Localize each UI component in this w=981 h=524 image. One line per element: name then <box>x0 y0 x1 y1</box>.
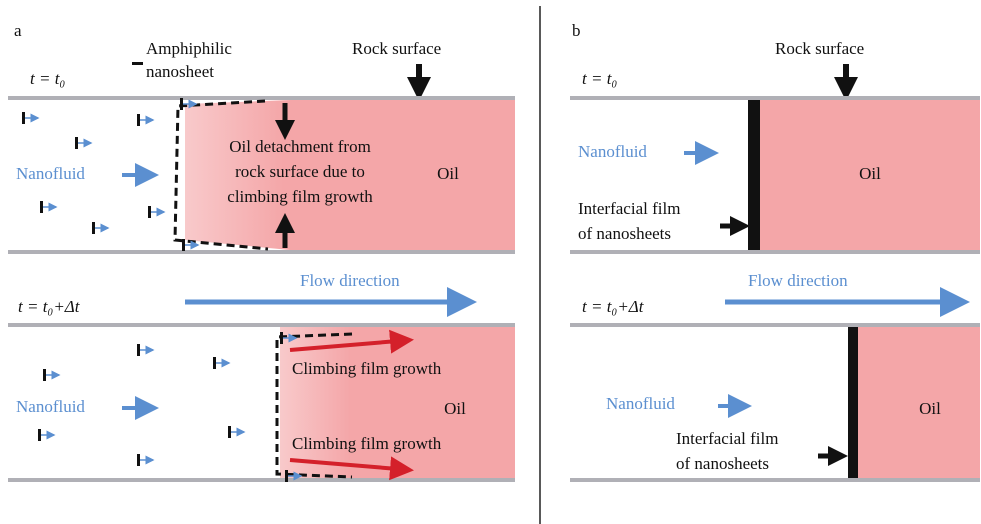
legend: nanosheet <box>146 62 214 81</box>
time-label: t = t₀+Δt <box>582 297 645 316</box>
film-label: of nanosheets <box>578 224 671 243</box>
legend-icon <box>132 62 143 65</box>
rock-label: Rock surface <box>775 39 864 58</box>
nanosheet <box>148 206 164 218</box>
interfacial-film <box>748 100 760 250</box>
growth-label: Climbing film growth <box>292 359 442 378</box>
nanofluid-label: Nanofluid <box>16 164 85 183</box>
nanosheet <box>228 426 244 438</box>
oil-label: Oil <box>444 399 466 418</box>
nanofluid-label: Nanofluid <box>578 142 647 161</box>
flow-label: Flow direction <box>748 271 848 290</box>
nanosheet <box>137 344 153 356</box>
nanosheet <box>75 137 91 149</box>
annotation: Oil detachment from <box>229 137 371 156</box>
growth-label: Climbing film growth <box>292 434 442 453</box>
nanosheet <box>137 114 153 126</box>
figure: a Amphiphilic nanosheet Rock surface t =… <box>0 0 981 524</box>
nanofluid-label: Nanofluid <box>606 394 675 413</box>
oil-label: Oil <box>859 164 881 183</box>
oil-label: Oil <box>437 164 459 183</box>
flow-label: Flow direction <box>300 271 400 290</box>
time-label: t = t₀ <box>582 69 617 88</box>
nanofluid-label: Nanofluid <box>16 397 85 416</box>
oil-label: Oil <box>919 399 941 418</box>
nanosheet <box>38 429 54 441</box>
interfacial-film <box>848 327 858 478</box>
film-label: Interfacial film <box>676 429 778 448</box>
nanosheet <box>92 222 108 234</box>
film-label: of nanosheets <box>676 454 769 473</box>
annotation: climbing film growth <box>227 187 373 206</box>
panel-label: b <box>572 21 581 40</box>
annotation: rock surface due to <box>235 162 365 181</box>
nanosheet <box>213 357 229 369</box>
time-label: t = t₀+Δt <box>18 297 81 316</box>
nanosheet <box>22 112 38 124</box>
time-label: t = t₀ <box>30 69 65 88</box>
panel-label: a <box>14 21 22 40</box>
film-label: Interfacial film <box>578 199 680 218</box>
nanosheet <box>43 369 59 381</box>
rock-label: Rock surface <box>352 39 441 58</box>
legend: Amphiphilic <box>146 39 232 58</box>
nanosheet <box>40 201 56 213</box>
nanosheet <box>137 454 153 466</box>
